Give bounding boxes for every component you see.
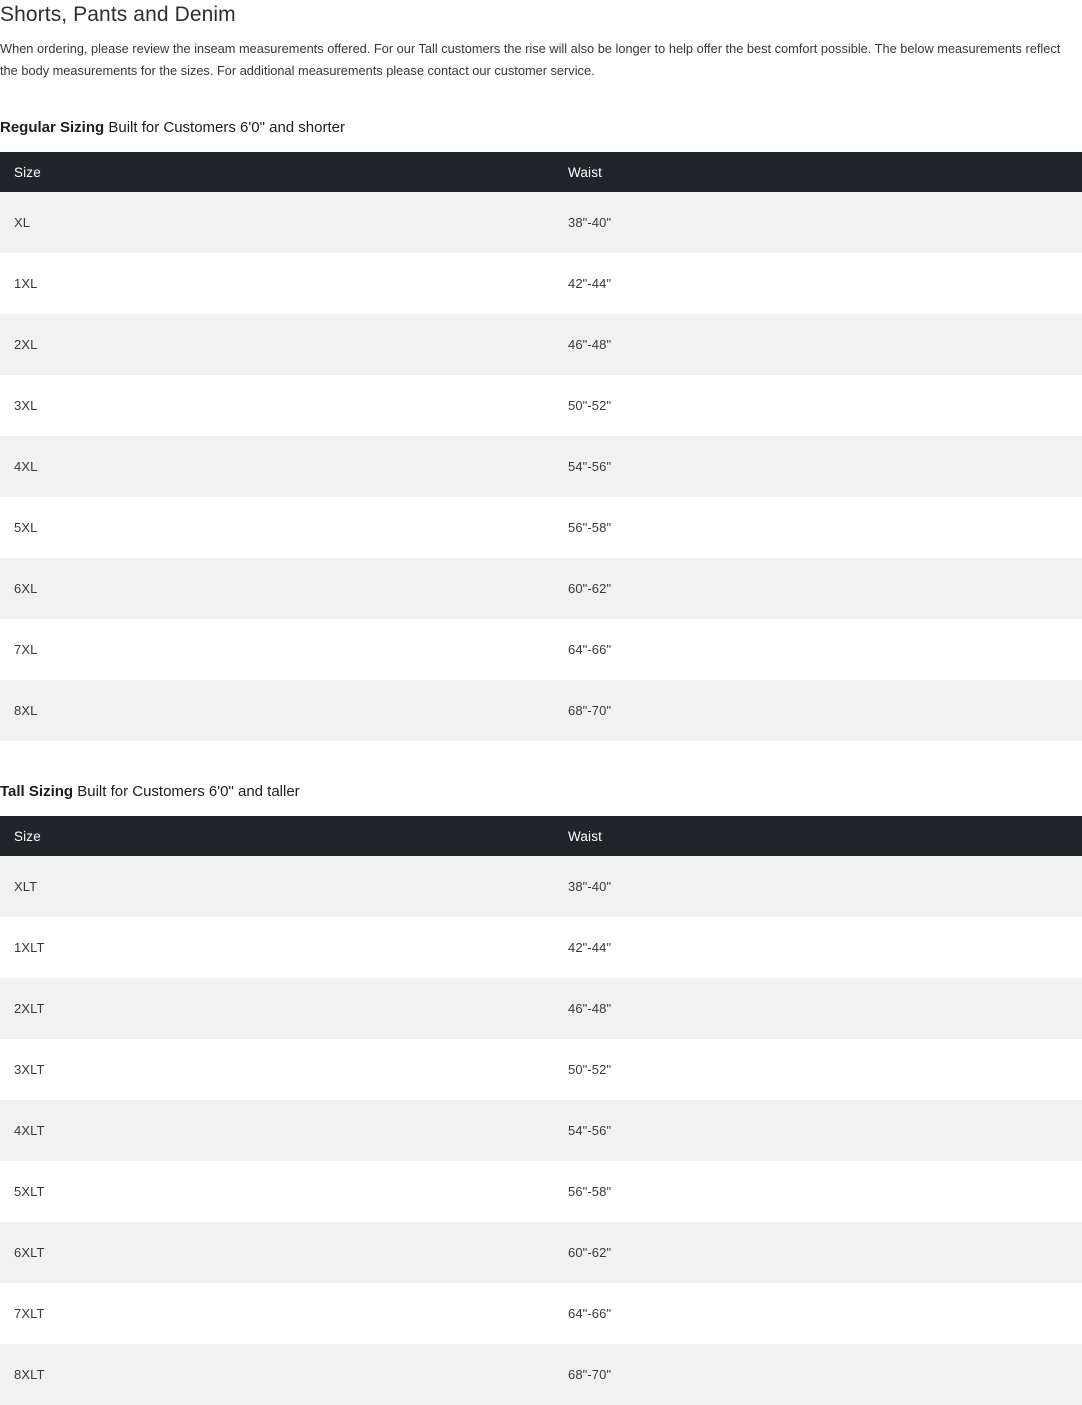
cell-size: 5XL — [0, 497, 554, 558]
regular-sizing-table: Size Waist XL 38"-40" 1XL 42"-44" 2XL 46"-48"… — [0, 152, 1082, 741]
table-row: 4XLT 54"-56" — [0, 1100, 1082, 1161]
page-title: Shorts, Pants and Denim — [0, 3, 236, 26]
tall-sizing-table-block: Size Waist XLT 38"-40" 1XLT 42"-44" 2XLT 46"-… — [0, 816, 1082, 1405]
regular-table-body: XL 38"-40" 1XL 42"-44" 2XL 46"-48" 3XL 50"-52" 4… — [0, 192, 1082, 741]
cell-size: XLT — [0, 856, 554, 917]
cell-size: 8XL — [0, 680, 554, 741]
cell-waist: 64"-66" — [554, 619, 1082, 680]
tall-table-head: Size Waist — [0, 816, 1082, 856]
cell-waist: 56"-58" — [554, 497, 1082, 558]
table-row: 6XLT 60"-62" — [0, 1222, 1082, 1283]
table-row: 2XLT 46"-48" — [0, 978, 1082, 1039]
cell-waist: 42"-44" — [554, 917, 1082, 978]
column-header-size: Size — [0, 816, 554, 856]
table-row: 2XL 46"-48" — [0, 314, 1082, 375]
cell-waist: 38"-40" — [554, 856, 1082, 917]
cell-size: 7XL — [0, 619, 554, 680]
regular-sizing-table-block: Size Waist XL 38"-40" 1XL 42"-44" 2XL 46"-48"… — [0, 152, 1082, 741]
cell-size: 6XLT — [0, 1222, 554, 1283]
table-row: 7XLT 64"-66" — [0, 1283, 1082, 1344]
cell-waist: 68"-70" — [554, 1344, 1082, 1405]
cell-waist: 68"-70" — [554, 680, 1082, 741]
table-row: 1XL 42"-44" — [0, 253, 1082, 314]
cell-size: 4XL — [0, 436, 554, 497]
cell-size: XL — [0, 192, 554, 253]
regular-sizing-heading-strong: Regular Sizing — [0, 119, 105, 136]
cell-waist: 64"-66" — [554, 1283, 1082, 1344]
cell-size: 8XLT — [0, 1344, 554, 1405]
intro-paragraph: When ordering, please review the inseam … — [0, 41, 1061, 78]
cell-waist: 60"-62" — [554, 558, 1082, 619]
cell-size: 4XLT — [0, 1100, 554, 1161]
tall-sizing-heading-wrap: Tall Sizing Built for Customers 6'0" and… — [0, 741, 1082, 802]
cell-waist: 46"-48" — [554, 978, 1082, 1039]
table-row: XL 38"-40" — [0, 192, 1082, 253]
regular-sizing-heading-wrap: Regular Sizing Built for Customers 6'0" … — [0, 82, 1082, 138]
table-row: 8XLT 68"-70" — [0, 1344, 1082, 1405]
tall-sizing-heading: Tall Sizing Built for Customers 6'0" and… — [0, 782, 1082, 802]
cell-size: 3XL — [0, 375, 554, 436]
table-row: 5XL 56"-58" — [0, 497, 1082, 558]
cell-size: 3XLT — [0, 1039, 554, 1100]
regular-table-head: Size Waist — [0, 152, 1082, 192]
cell-size: 7XLT — [0, 1283, 554, 1344]
cell-waist: 60"-62" — [554, 1222, 1082, 1283]
regular-sizing-heading: Regular Sizing Built for Customers 6'0" … — [0, 118, 1082, 138]
table-row: 3XL 50"-52" — [0, 375, 1082, 436]
cell-waist: 38"-40" — [554, 192, 1082, 253]
table-row: 3XLT 50"-52" — [0, 1039, 1082, 1100]
cell-waist: 46"-48" — [554, 314, 1082, 375]
cell-size: 1XL — [0, 253, 554, 314]
cell-waist: 50"-52" — [554, 1039, 1082, 1100]
table-row: 5XLT 56"-58" — [0, 1161, 1082, 1222]
tall-table-body: XLT 38"-40" 1XLT 42"-44" 2XLT 46"-48" 3XLT 50"-… — [0, 856, 1082, 1405]
cell-size: 2XLT — [0, 978, 554, 1039]
table-header-row: Size Waist — [0, 816, 1082, 856]
table-row: 4XL 54"-56" — [0, 436, 1082, 497]
tall-sizing-heading-rest: Built for Customers 6'0" and taller — [73, 783, 300, 800]
cell-waist: 54"-56" — [554, 436, 1082, 497]
tall-sizing-table: Size Waist XLT 38"-40" 1XLT 42"-44" 2XLT 46"-… — [0, 816, 1082, 1405]
cell-waist: 56"-58" — [554, 1161, 1082, 1222]
tall-sizing-heading-strong: Tall Sizing — [0, 783, 74, 800]
table-row: 8XL 68"-70" — [0, 680, 1082, 741]
table-row: XLT 38"-40" — [0, 856, 1082, 917]
table-header-row: Size Waist — [0, 152, 1082, 192]
table-row: 7XL 64"-66" — [0, 619, 1082, 680]
table-row: 6XL 60"-62" — [0, 558, 1082, 619]
cell-size: 6XL — [0, 558, 554, 619]
cell-waist: 54"-56" — [554, 1100, 1082, 1161]
cell-size: 5XLT — [0, 1161, 554, 1222]
cell-waist: 42"-44" — [554, 253, 1082, 314]
column-header-waist: Waist — [554, 816, 1082, 856]
table-row: 1XLT 42"-44" — [0, 917, 1082, 978]
cell-waist: 50"-52" — [554, 375, 1082, 436]
column-header-waist: Waist — [554, 152, 1082, 192]
regular-sizing-heading-rest: Built for Customers 6'0" and shorter — [104, 119, 345, 136]
column-header-size: Size — [0, 152, 554, 192]
cell-size: 2XL — [0, 314, 554, 375]
cell-size: 1XLT — [0, 917, 554, 978]
